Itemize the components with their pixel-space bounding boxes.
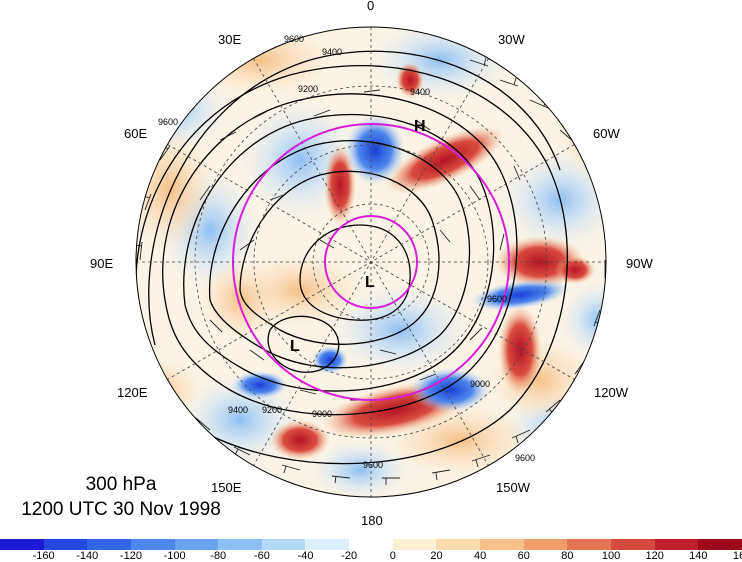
colorbar-tick-label: 40 — [473, 550, 487, 562]
colorbar-swatch — [349, 539, 393, 550]
colorbar-swatch — [392, 539, 437, 550]
colorbar-tick-label: -60 — [253, 550, 270, 562]
colorbar-tick-label: -140 — [76, 550, 99, 562]
colorbar-swatch — [480, 539, 524, 550]
colorbar-tick-label: -20 — [341, 550, 358, 562]
lon-label-150w: 150W — [496, 480, 530, 495]
colorbar-tick-label: 60 — [517, 550, 530, 562]
colorbar-tick-label: 100 — [601, 550, 621, 562]
contour-label: 9400 — [410, 87, 430, 97]
outer-ring — [232, 123, 510, 401]
colorbar-swatch — [698, 539, 742, 550]
colorbar-swatch — [610, 539, 655, 550]
colorbar-tick-label: 160 — [732, 550, 742, 562]
colorbar-tick-label: 140 — [689, 550, 708, 562]
lon-label-150e: 150E — [211, 480, 242, 495]
low-pressure-marker: L — [290, 338, 300, 355]
polar-map: 9600 9400 9200 9000 9600 9000 9600 9200 … — [135, 26, 607, 498]
contour-label: 9000 — [312, 409, 332, 419]
contour-label: 9600 — [487, 294, 507, 304]
contour-label: 9600 — [284, 34, 304, 44]
inner-ring — [324, 215, 418, 309]
colorbar — [0, 539, 742, 550]
colorbar-tick-label: -100 — [163, 550, 186, 562]
colorbar-swatch — [218, 539, 262, 550]
colorbar-swatch — [43, 539, 88, 550]
high-pressure-marker: H — [414, 118, 426, 135]
colorbar-swatch — [87, 539, 131, 550]
lon-label-30e: 30E — [218, 32, 242, 47]
colorbar-tick-label: -80 — [210, 550, 227, 562]
lon-label-60e: 60E — [124, 126, 148, 141]
contour-labels: 9600 9400 9200 9000 9600 9000 9600 9200 … — [158, 34, 535, 470]
colorbar-tick-label: -40 — [297, 550, 314, 562]
lon-label-120e: 120E — [117, 385, 148, 400]
colorbar-swatch — [567, 539, 611, 550]
lon-label-120w: 120W — [594, 385, 628, 400]
contour-label: 9600 — [515, 453, 535, 463]
colorbar-tick-label: -160 — [32, 550, 55, 562]
colorbar-tick-label: 80 — [561, 550, 574, 562]
lon-label-180: 180 — [361, 513, 383, 528]
colorbar-swatch — [436, 539, 481, 550]
lon-label-90e: 90E — [90, 256, 114, 271]
colorbar-tick-label: 0 — [389, 550, 396, 562]
colorbar-swatch — [305, 539, 350, 550]
colorbar-swatch — [261, 539, 306, 550]
level-caption: 300 hPa — [85, 474, 157, 495]
lon-label-30w: 30W — [498, 32, 525, 47]
lon-label-90w: 90W — [626, 256, 653, 271]
colorbar-swatch — [523, 539, 568, 550]
datetime-caption: 1200 UTC 30 Nov 1998 — [21, 499, 221, 520]
contour-label: 9200 — [298, 84, 318, 94]
colorbar-swatch — [654, 539, 699, 550]
graticule — [136, 27, 606, 497]
contour-label: 9200 — [262, 405, 282, 415]
colorbar-tick-label: -120 — [119, 550, 142, 562]
shading-field — [136, 27, 606, 497]
contour-label: 9600 — [158, 117, 178, 127]
colorbar-swatch — [130, 539, 175, 550]
colorbar-tick-label: 20 — [430, 550, 443, 562]
contour-label: 9000 — [470, 379, 490, 389]
colorbar-swatch — [174, 539, 219, 550]
lon-label-0: 0 — [367, 0, 375, 13]
low-pressure-marker: L — [365, 274, 375, 291]
map-boundary — [135, 26, 607, 498]
lon-label-60w: 60W — [593, 126, 620, 141]
colorbar-tick-label: 120 — [645, 550, 664, 562]
contour-label: 9400 — [228, 405, 248, 415]
contour-label: 9400 — [322, 47, 342, 57]
colorbar-swatch — [0, 539, 44, 550]
contour-label: 9600 — [363, 460, 383, 470]
height-contours — [136, 50, 568, 465]
